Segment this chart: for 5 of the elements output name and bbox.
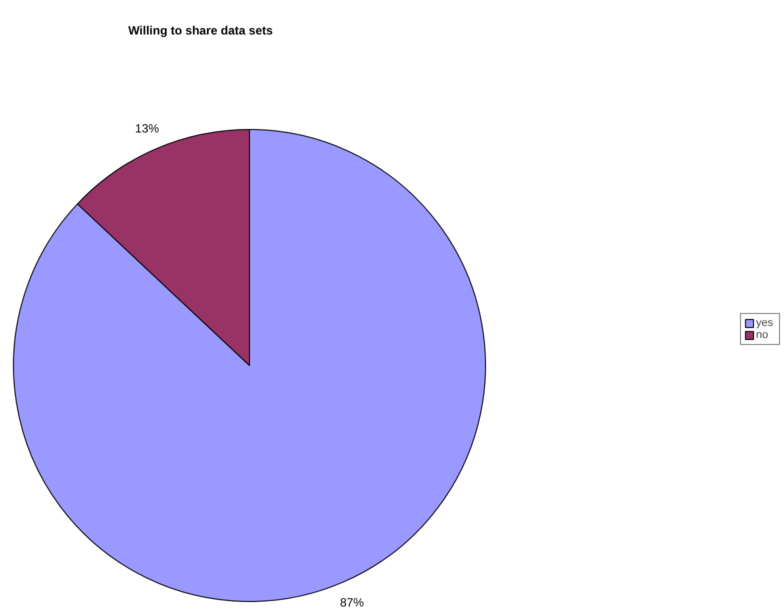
data-label: 13%: [135, 122, 160, 136]
legend-label: yes: [756, 317, 774, 329]
data-label: 87%: [340, 595, 364, 610]
legend-label: no: [756, 329, 770, 341]
chart-title: Willing to share data sets: [128, 24, 274, 38]
